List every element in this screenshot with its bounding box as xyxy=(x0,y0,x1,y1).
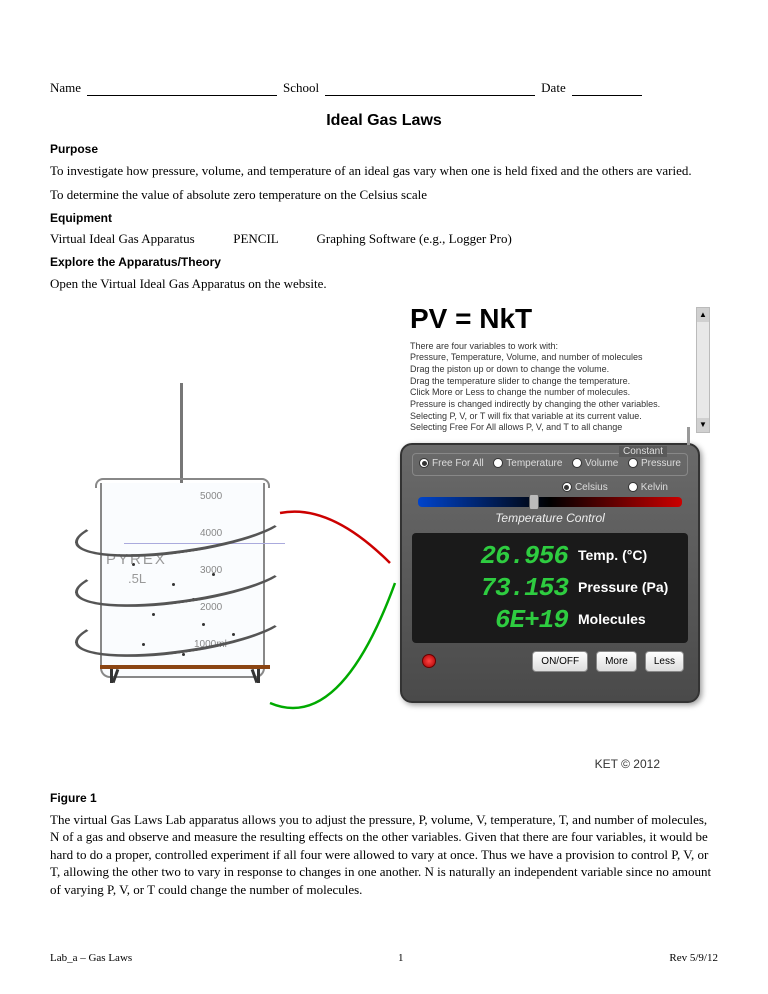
instructions-block: There are four variables to work with: P… xyxy=(410,341,690,435)
mode-temperature[interactable]: Temperature xyxy=(493,458,562,469)
pressure-value: 73.153 xyxy=(480,573,568,603)
scroll-up-icon[interactable]: ▲ xyxy=(697,308,709,322)
purpose-heading: Purpose xyxy=(50,142,718,156)
molecules-value: 6E+19 xyxy=(495,605,568,635)
equip-item-2: PENCIL xyxy=(233,231,313,247)
radio-icon xyxy=(562,482,572,492)
radio-icon xyxy=(628,458,638,468)
constant-legend: Constant xyxy=(619,446,667,457)
instr-line: Drag the piston up or down to change the… xyxy=(410,364,690,376)
instr-line: Selecting P, V, or T will fix that varia… xyxy=(410,411,690,423)
scroll-down-icon[interactable]: ▼ xyxy=(697,418,709,432)
meter-panel: Constant Free For All Temperature Volume… xyxy=(400,443,700,703)
name-blank[interactable] xyxy=(87,80,277,96)
pressure-label: Pressure (Pa) xyxy=(578,580,678,595)
name-label: Name xyxy=(50,80,81,96)
radio-icon xyxy=(493,458,503,468)
page-title: Ideal Gas Laws xyxy=(50,112,718,130)
instr-line: Pressure is changed indirectly by changi… xyxy=(410,399,690,411)
instructions-scrollbar[interactable]: ▲ ▼ xyxy=(696,307,710,433)
meter-screen: 26.956 Temp. (°C) 73.153 Pressure (Pa) 6… xyxy=(412,533,688,643)
explore-heading: Explore the Apparatus/Theory xyxy=(50,255,718,269)
mode-volume[interactable]: Volume xyxy=(572,458,618,469)
constant-group: Constant Free For All Temperature Volume… xyxy=(412,453,688,476)
date-blank[interactable] xyxy=(572,80,642,96)
purpose-text-2: To determine the value of absolute zero … xyxy=(50,186,718,204)
date-label: Date xyxy=(541,80,566,96)
explore-text: Open the Virtual Ideal Gas Apparatus on … xyxy=(50,275,718,293)
equipment-list: Virtual Ideal Gas Apparatus PENCIL Graph… xyxy=(50,231,718,247)
footer-right: Rev 5/9/12 xyxy=(669,952,718,964)
meter-antenna xyxy=(687,427,690,445)
purpose-text-1: To investigate how pressure, volume, and… xyxy=(50,162,718,180)
mode-freeforall[interactable]: Free For All xyxy=(419,458,484,469)
instr-line: Selecting Free For All allows P, V, and … xyxy=(410,422,690,434)
wire-green xyxy=(270,583,395,708)
footer-left: Lab_a – Gas Laws xyxy=(50,952,132,964)
wire-red xyxy=(280,511,390,562)
equipment-heading: Equipment xyxy=(50,211,718,225)
figure-caption-body: The virtual Gas Laws Lab apparatus allow… xyxy=(50,811,718,899)
school-label: School xyxy=(283,80,319,96)
instr-line: Click More or Less to change the number … xyxy=(410,387,690,399)
equip-item-3: Graphing Software (e.g., Logger Pro) xyxy=(317,231,512,247)
footer-center: 1 xyxy=(398,952,404,964)
header-fields: Name School Date xyxy=(50,80,718,96)
instr-line: Drag the temperature slider to change th… xyxy=(410,376,690,388)
more-button[interactable]: More xyxy=(596,651,637,672)
radio-icon xyxy=(419,458,429,468)
less-button[interactable]: Less xyxy=(645,651,684,672)
apparatus-figure: PV = NkT There are four variables to wor… xyxy=(50,303,710,783)
mode-pressure[interactable]: Pressure xyxy=(628,458,681,469)
page-footer: Lab_a – Gas Laws 1 Rev 5/9/12 xyxy=(50,952,718,964)
molecules-label: Molecules xyxy=(578,612,678,627)
radio-icon xyxy=(628,482,638,492)
instr-line: Pressure, Temperature, Volume, and numbe… xyxy=(410,352,690,364)
apparatus-copyright: KET © 2012 xyxy=(595,757,660,771)
temp-value: 26.956 xyxy=(480,541,568,571)
beaker-stand xyxy=(100,665,270,683)
temp-control-label: Temperature Control xyxy=(412,511,688,525)
radio-icon xyxy=(572,458,582,468)
temperature-slider-thumb[interactable] xyxy=(529,494,539,510)
figure-caption-head: Figure 1 xyxy=(50,791,718,805)
unit-kelvin[interactable]: Kelvin xyxy=(628,482,668,493)
school-blank[interactable] xyxy=(325,80,535,96)
instr-line: There are four variables to work with: xyxy=(410,341,690,353)
onoff-button[interactable]: ON/OFF xyxy=(532,651,588,672)
equip-item-1: Virtual Ideal Gas Apparatus xyxy=(50,231,230,247)
piston-rod[interactable] xyxy=(180,383,183,483)
unit-celsius[interactable]: Celsius xyxy=(562,482,608,493)
record-indicator-icon[interactable] xyxy=(422,654,436,668)
temperature-slider-track[interactable] xyxy=(418,497,682,507)
beaker-assembly: PYREX .5L 5000 4000 3000 2000 1000ml xyxy=(80,423,280,683)
formula-text: PV = NkT xyxy=(410,303,532,335)
temp-label: Temp. (°C) xyxy=(578,548,678,563)
